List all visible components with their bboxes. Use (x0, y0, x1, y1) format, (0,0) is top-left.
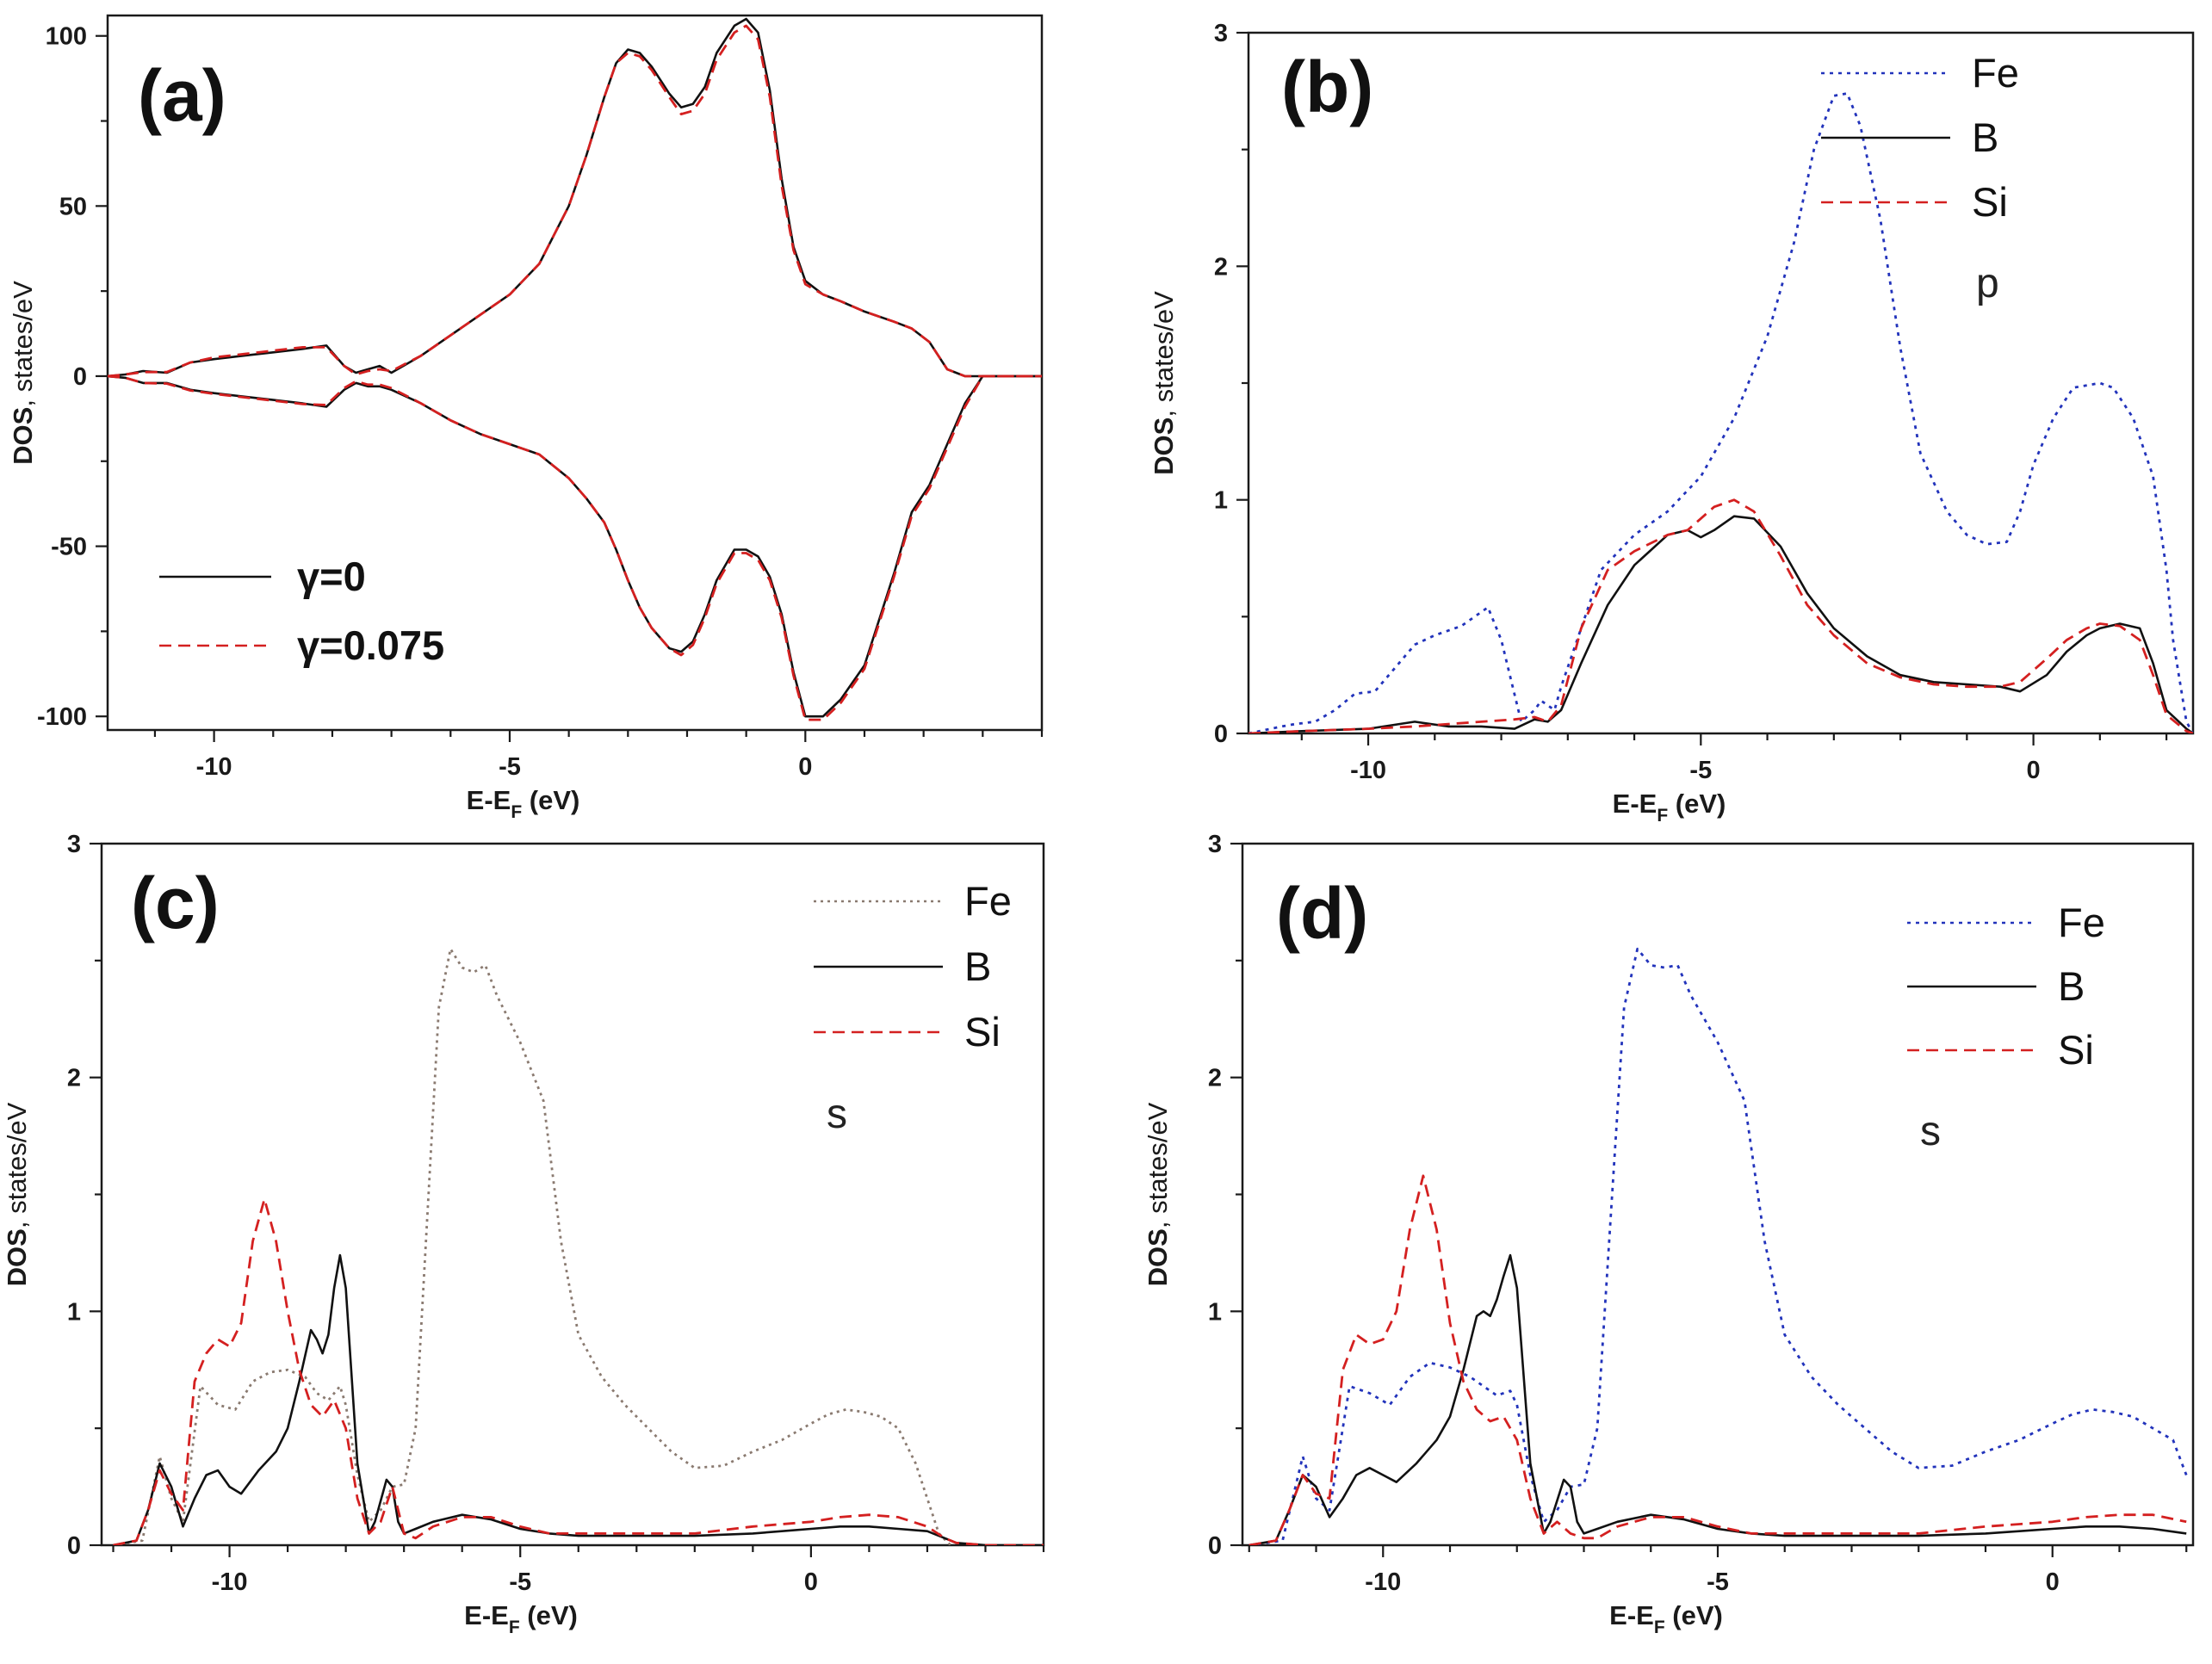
series-line-1-spin-down (108, 374, 1042, 721)
panel-c: -10 -5 0 0 1 2 3 E-EF (eV) DOS, states/eV (c) s Fe B… (2, 831, 1045, 1637)
y-tick-label: 3 (1214, 20, 1228, 47)
panel-b: -10 -5 0 0 1 2 3 E-EF (eV) DOS, states/eV (b) p Fe B… (1149, 20, 2195, 826)
y-tick-label: 3 (67, 831, 81, 858)
panel-label: (b) (1281, 46, 1373, 127)
legend-label: Si (964, 1009, 1001, 1055)
y-axis-label: DOS, states/eV (1143, 1102, 1173, 1286)
x-axis-label: E-EF (eV) (1613, 789, 1726, 826)
y-tick-label: 0 (67, 1532, 81, 1560)
y-tick-label: 2 (1214, 253, 1228, 281)
y-tick-label: 0 (1208, 1532, 1222, 1560)
series-line-0-spin-up (108, 17, 1042, 378)
x-tick-label: 0 (2027, 757, 2041, 784)
plot-frame (1247, 31, 2195, 735)
y-tick-label: -50 (51, 534, 87, 561)
series-line-2 (1249, 1174, 2187, 1545)
orbital-label: s (827, 1092, 847, 1137)
plot-frame (1241, 842, 2195, 1547)
series-line-2 (113, 1197, 1044, 1545)
series-line-0 (1249, 947, 2188, 1545)
series-line-2 (1249, 498, 2193, 733)
orbital-label: s (1920, 1109, 1941, 1154)
y-tick-label: 0 (1214, 721, 1228, 748)
x-axis-label: E-EF (eV) (1609, 1600, 1723, 1637)
x-tick-label: -5 (1689, 757, 1712, 784)
legend-label: γ=0 (297, 554, 366, 599)
x-tick-label: 0 (798, 753, 812, 781)
series-line-1 (1249, 515, 2193, 733)
x-tick-label: 0 (2046, 1568, 2060, 1596)
y-tick-label: 100 (46, 23, 87, 51)
y-tick-label: 1 (1214, 487, 1228, 515)
y-axis-label: DOS, states/eV (2, 1102, 32, 1286)
legend-label: Fe (2058, 900, 2105, 945)
y-tick-label: 3 (1208, 831, 1222, 858)
plot-frame (106, 14, 1044, 732)
legend-label: B (2058, 963, 2085, 1009)
legend-label: B (964, 943, 991, 989)
y-axis-label: DOS, states/eV (1149, 291, 1179, 475)
panel-d: -10 -5 0 0 1 2 3 E-EF (eV) DOS, states/eV (d) s Fe B… (1143, 831, 2195, 1637)
legend-label: Fe (1972, 50, 2019, 96)
y-tick-label: 2 (1208, 1065, 1222, 1092)
series-line-0 (113, 947, 951, 1545)
y-tick-label: -100 (37, 703, 87, 731)
panel-label: (a) (138, 55, 226, 136)
x-tick-label: 0 (804, 1568, 818, 1596)
series-line-1 (1249, 1253, 2187, 1545)
orbital-label: p (1976, 261, 1999, 306)
y-tick-label: 1 (1208, 1298, 1222, 1326)
series-line-0 (1249, 92, 2193, 733)
y-tick-label: 1 (67, 1298, 81, 1326)
legend-label: Si (1972, 179, 2008, 225)
x-tick-label: -10 (1365, 1568, 1401, 1596)
x-axis-label: E-EF (eV) (467, 785, 580, 822)
x-axis-label: E-EF (eV) (464, 1600, 578, 1637)
x-tick-label: -5 (509, 1568, 531, 1596)
y-tick-label: 50 (59, 193, 87, 220)
x-tick-label: -5 (499, 753, 521, 781)
panel-label: (c) (131, 863, 220, 943)
series-line-1-spin-up (108, 24, 1042, 378)
x-tick-label: -10 (1350, 757, 1386, 784)
y-tick-label: 2 (67, 1065, 81, 1092)
legend-label: Si (2058, 1027, 2094, 1073)
legend-label: Fe (964, 878, 1012, 924)
y-axis-label: DOS, states/eV (8, 281, 38, 465)
series-line-1 (113, 1253, 1044, 1545)
panel-label: (d) (1276, 873, 1368, 954)
y-tick-label: 0 (73, 363, 87, 391)
x-tick-label: -10 (196, 753, 232, 781)
legend-label: γ=0.075 (297, 622, 444, 668)
x-tick-label: -5 (1707, 1568, 1729, 1596)
plot-frame (100, 842, 1045, 1547)
x-tick-label: -10 (212, 1568, 248, 1596)
legend-label: B (1972, 114, 1998, 160)
